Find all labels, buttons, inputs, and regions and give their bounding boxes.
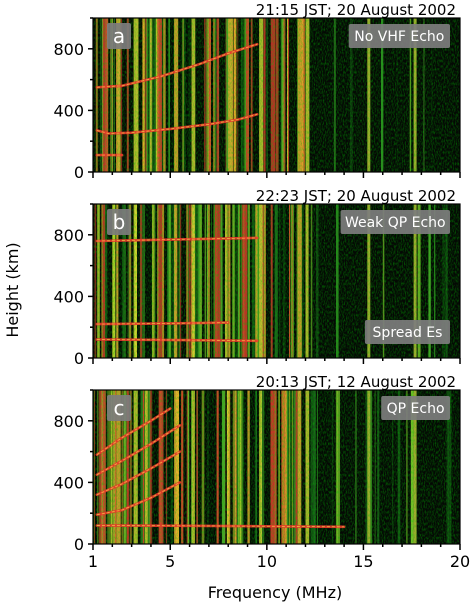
x-tick-label: 10 bbox=[257, 552, 277, 571]
annotation-label: Spread Es bbox=[373, 325, 443, 341]
ionogram-trace-highlight bbox=[96, 408, 171, 456]
plot-frame bbox=[92, 389, 461, 545]
x-tick-label: 5 bbox=[165, 552, 175, 571]
annotation-label: Weak QP Echo bbox=[345, 215, 446, 231]
y-axis-label: Height (km) bbox=[3, 242, 22, 337]
y-tick-label: 0 bbox=[74, 349, 84, 368]
ionogram-trace-highlight bbox=[96, 237, 258, 242]
x-tick-label: 15 bbox=[353, 552, 373, 571]
y-tick-label: 400 bbox=[53, 473, 84, 492]
panel-letter: c bbox=[114, 396, 125, 420]
ionogram-trace-highlight bbox=[96, 113, 258, 134]
panel-letter: b bbox=[113, 210, 126, 234]
annotation-box bbox=[348, 24, 450, 48]
panel-a: 0 400 800 21:15 JST; 20 August 2002 a No VHF … bbox=[53, 1, 461, 182]
plot-frame bbox=[92, 203, 461, 359]
x-tick-label: 1 bbox=[88, 552, 98, 571]
x-tick-label: 20 bbox=[450, 552, 470, 571]
x-axis-label: Frequency (MHz) bbox=[208, 583, 342, 602]
annotation-label: QP Echo bbox=[387, 401, 445, 417]
ionogram-trace-highlight bbox=[96, 525, 345, 528]
plot-frame bbox=[92, 17, 461, 173]
panel-timestamp: 21:15 JST; 20 August 2002 bbox=[256, 1, 456, 19]
ionogram-trace-highlight bbox=[96, 322, 229, 325]
panel-letter: a bbox=[113, 24, 125, 48]
ionogram-trace-highlight bbox=[96, 482, 181, 516]
y-tick-label: 800 bbox=[53, 412, 84, 431]
annotation-label: No VHF Echo bbox=[354, 29, 444, 45]
panel-b: 0 400 800 22:23 JST; 20 August 2002 b Weak QP… bbox=[53, 187, 461, 368]
y-tick-label: 0 bbox=[74, 535, 84, 554]
y-tick-label: 400 bbox=[53, 101, 84, 120]
ionogram-trace-highlight bbox=[96, 339, 258, 342]
ionogram-trace-highlight bbox=[96, 43, 258, 88]
panel-letter-box bbox=[107, 209, 131, 235]
panel-timestamp: 22:23 JST; 20 August 2002 bbox=[256, 187, 456, 205]
annotation-box bbox=[364, 320, 450, 344]
annotation-box bbox=[340, 210, 450, 234]
panel-timestamp: 20:13 JST; 12 August 2002 bbox=[256, 373, 456, 391]
y-tick-label: 400 bbox=[53, 287, 84, 306]
y-tick-label: 0 bbox=[74, 163, 84, 182]
ionogram-trace-highlight bbox=[96, 451, 181, 496]
panel-letter-box bbox=[107, 395, 131, 421]
y-tick-label: 800 bbox=[53, 40, 84, 59]
panel-letter-box bbox=[107, 23, 131, 49]
y-tick-label: 800 bbox=[53, 226, 84, 245]
ionogram-trace-highlight bbox=[96, 425, 181, 476]
annotation-box bbox=[381, 396, 450, 420]
